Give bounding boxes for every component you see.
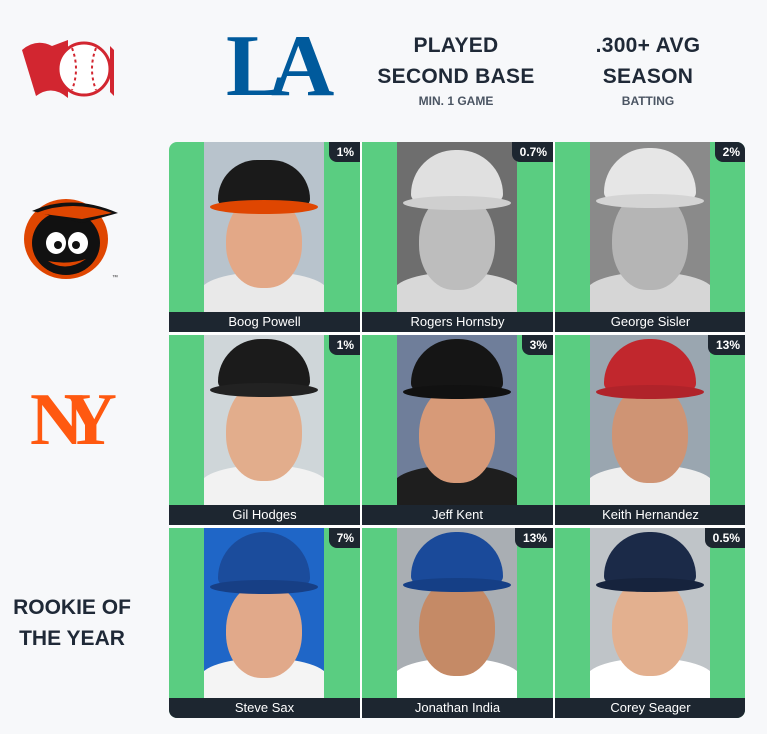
player-name: Rogers Hornsby bbox=[362, 312, 553, 332]
rarity-badge: 13% bbox=[514, 528, 553, 548]
player-name: Steve Sax bbox=[169, 698, 360, 718]
dodgers-la-logo: LA bbox=[226, 18, 334, 115]
game-grid: 1% Boog Powell 0.7% Rogers Hornsby 2% Ge… bbox=[169, 142, 745, 718]
player-name: Corey Seager bbox=[555, 698, 745, 718]
column-header-title-line1: PLAYED bbox=[413, 34, 499, 57]
svg-text:™: ™ bbox=[112, 274, 118, 281]
grid-cell[interactable]: 0.7% Rogers Hornsby bbox=[362, 142, 553, 332]
grid-cell[interactable]: 2% George Sisler bbox=[555, 142, 745, 332]
column-header-title-line2: SECOND BASE bbox=[377, 65, 535, 88]
row-header-line2: THE YEAR bbox=[19, 627, 125, 650]
player-photo bbox=[204, 528, 324, 698]
rarity-badge: 7% bbox=[328, 528, 360, 548]
grid-cell[interactable]: 0.5% Corey Seager bbox=[555, 528, 745, 718]
column-header-title-line1: .300+ AVG bbox=[595, 34, 701, 57]
column-header-title-line2: SEASON bbox=[602, 65, 694, 88]
player-photo bbox=[397, 528, 517, 698]
column-header-subtitle: MIN. 1 GAME bbox=[418, 94, 494, 108]
grid-cell[interactable]: 3% Jeff Kent bbox=[362, 335, 553, 525]
player-photo bbox=[590, 335, 710, 505]
player-photo bbox=[590, 142, 710, 312]
column-header-avg-season: .300+ AVG SEASON BATTING bbox=[548, 30, 748, 108]
player-photo bbox=[204, 335, 324, 505]
column-header-second-base: PLAYED SECOND BASE MIN. 1 GAME bbox=[356, 30, 556, 108]
orioles-bird-logo: ™ bbox=[22, 193, 122, 283]
player-name: Jeff Kent bbox=[362, 505, 553, 525]
rarity-badge: 2% bbox=[714, 142, 745, 162]
rarity-badge: 3% bbox=[521, 335, 553, 355]
player-name: George Sisler bbox=[555, 312, 745, 332]
player-photo bbox=[397, 142, 517, 312]
grid-cell[interactable]: 13% Keith Hernandez bbox=[555, 335, 745, 525]
rarity-badge: 13% bbox=[707, 335, 745, 355]
player-name: Jonathan India bbox=[362, 698, 553, 718]
rarity-badge: 0.5% bbox=[704, 528, 745, 548]
grid-cell[interactable]: 1% Boog Powell bbox=[169, 142, 360, 332]
player-photo bbox=[590, 528, 710, 698]
player-name: Boog Powell bbox=[169, 312, 360, 332]
baseball-logo bbox=[22, 36, 114, 102]
rarity-badge: 1% bbox=[328, 335, 360, 355]
player-photo bbox=[204, 142, 324, 312]
player-name: Gil Hodges bbox=[169, 505, 360, 525]
grid-cell[interactable]: 13% Jonathan India bbox=[362, 528, 553, 718]
mets-ny-logo: NY bbox=[30, 379, 117, 461]
grid-cell[interactable]: 1% Gil Hodges bbox=[169, 335, 360, 525]
column-header-subtitle: BATTING bbox=[621, 94, 675, 108]
rarity-badge: 0.7% bbox=[511, 142, 553, 162]
grid-cell[interactable]: 7% Steve Sax bbox=[169, 528, 360, 718]
player-name: Keith Hernandez bbox=[555, 505, 745, 525]
player-photo bbox=[397, 335, 517, 505]
row-header-line1: ROOKIE OF bbox=[13, 596, 131, 619]
row-header-rookie-of-the-year: ROOKIE OF THE YEAR bbox=[0, 592, 144, 654]
rarity-badge: 1% bbox=[328, 142, 360, 162]
